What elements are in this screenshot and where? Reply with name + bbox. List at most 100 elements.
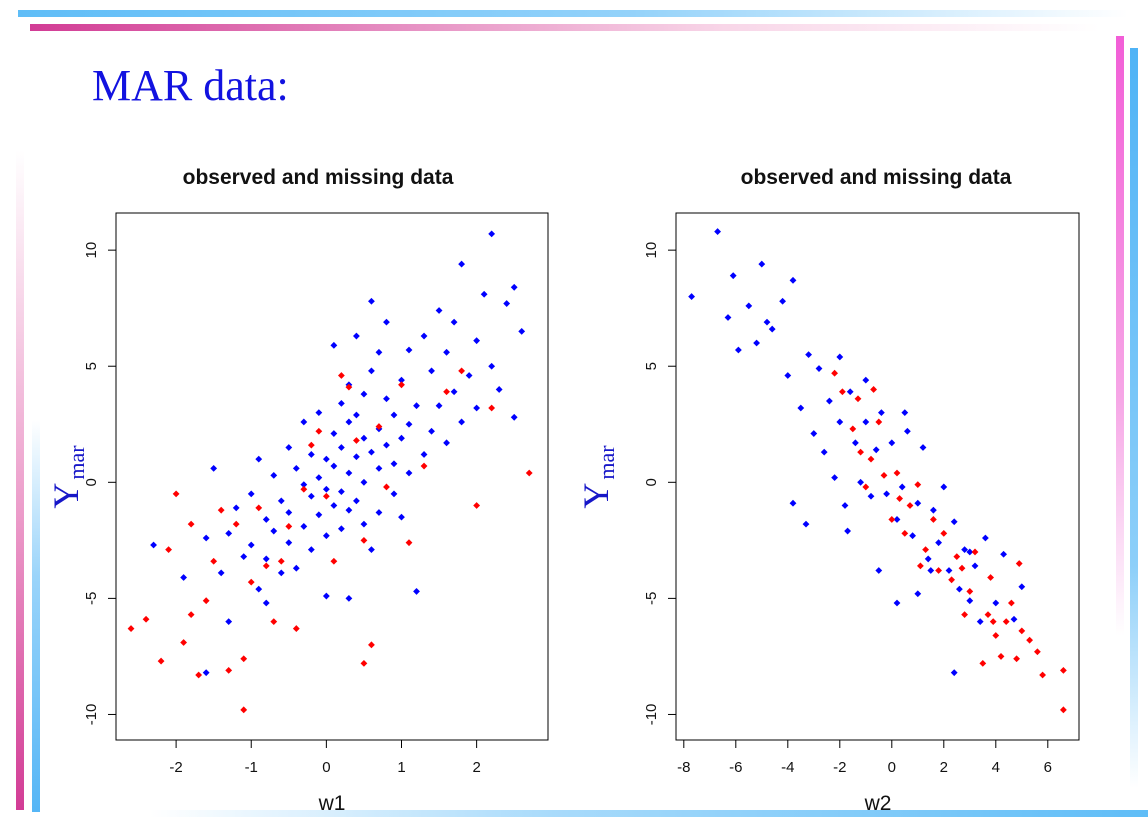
scatter-point	[345, 469, 353, 477]
scatter-point	[961, 546, 968, 554]
scatter-point	[836, 418, 844, 426]
scatter-point	[724, 314, 732, 321]
scatter-point	[940, 483, 948, 491]
scatter-point	[217, 569, 225, 577]
scatter-point	[971, 548, 979, 556]
scatter-point	[450, 388, 458, 396]
scatter-point	[836, 353, 844, 361]
scatter-point	[247, 490, 255, 498]
scatter-point	[880, 471, 888, 479]
scatter-point	[300, 481, 308, 489]
scatter-point	[982, 534, 989, 542]
scatter-point	[924, 555, 932, 563]
scatter-point	[1018, 583, 1026, 591]
scatter-point	[846, 388, 854, 396]
scatter-point	[852, 439, 859, 447]
scatter-point	[875, 418, 883, 426]
scatter-chart-w1: observed and missing data -2 -1 0 1 2-10-505…	[46, 166, 549, 815]
scatter-point	[337, 399, 345, 407]
scatter-point	[255, 455, 263, 463]
scatter-point	[262, 555, 270, 563]
scatter-point	[428, 427, 435, 435]
scatter-point	[187, 520, 195, 528]
scatter-point	[292, 625, 300, 632]
scatter-point	[458, 418, 465, 426]
scatter-point	[1060, 666, 1067, 674]
y-axis-label-subscript: mar	[594, 445, 619, 480]
y-tick-label: 5	[83, 362, 100, 370]
scatter-point	[875, 567, 883, 574]
scatter-point	[810, 430, 818, 437]
scatter-point	[262, 562, 270, 570]
scatter-point	[285, 523, 293, 530]
scatter-point	[375, 348, 383, 356]
y-tick-label: 10	[83, 242, 100, 259]
scatter-point	[867, 455, 875, 463]
scatter-point	[420, 451, 428, 458]
scatter-point	[815, 365, 823, 372]
x-tick-label: -8	[677, 759, 690, 776]
scatter-point	[435, 402, 443, 410]
y-tick-label: 0	[83, 478, 100, 486]
top-accent-bar-thin	[18, 10, 1128, 17]
scatter-point	[510, 413, 518, 421]
scatter-point	[802, 520, 810, 528]
y-tick-label: 5	[643, 362, 660, 370]
scatter-point	[232, 520, 240, 528]
scatter-point	[729, 272, 737, 280]
scatter-point	[368, 448, 375, 456]
scatter-point	[285, 509, 293, 516]
scatter-point	[735, 346, 742, 354]
scatter-point	[789, 499, 797, 507]
scatter-point	[805, 351, 812, 359]
scatter-point	[413, 402, 420, 410]
scatter-point	[1015, 560, 1023, 567]
x-tick-label: -6	[729, 759, 742, 776]
scatter-point	[360, 520, 368, 528]
scatter-point	[831, 369, 838, 377]
x-axis-label: w2	[864, 792, 892, 815]
scatter-point	[307, 546, 315, 554]
scatter-point	[435, 307, 443, 314]
scatter-point	[966, 548, 974, 556]
scatter-point	[285, 539, 293, 547]
x-tick-label: -4	[781, 759, 794, 776]
x-tick-label: 1	[397, 759, 405, 776]
scatter-point	[210, 464, 218, 472]
scatter-point	[330, 341, 338, 349]
scatter-point	[979, 659, 987, 667]
scatter-point	[927, 567, 935, 574]
scatter-point	[465, 372, 473, 379]
data-points	[127, 230, 533, 714]
scatter-point	[195, 671, 203, 679]
scatter-point	[398, 513, 405, 521]
scatter-chart-w2: observed and missing data -8 -6 -4 -2 0 2 4 6 -1…	[576, 166, 1080, 815]
scatter-point	[888, 516, 896, 523]
left-accent-bar-blue	[32, 420, 40, 812]
scatter-point	[390, 411, 398, 419]
scatter-point	[458, 260, 465, 268]
scatter-point	[935, 539, 942, 547]
scatter-point	[157, 657, 165, 665]
scatter-point	[984, 611, 992, 619]
scatter-point	[210, 557, 218, 565]
scatter-point	[353, 411, 360, 419]
scatter-point	[127, 625, 135, 632]
left-accent-bar-pink	[16, 150, 24, 810]
scatter-point	[180, 639, 188, 646]
scatter-point	[398, 434, 405, 442]
scatter-point	[322, 455, 330, 463]
x-tick-label: 0	[322, 759, 330, 776]
scatter-point	[797, 404, 805, 412]
scatter-point	[202, 534, 210, 542]
scatter-point	[989, 618, 997, 625]
scatter-point	[914, 499, 922, 507]
scatter-point	[987, 574, 994, 581]
scatter-point	[914, 481, 922, 489]
scatter-point	[240, 655, 248, 663]
y-tick-label: 0	[643, 478, 660, 486]
x-tick-label: 4	[992, 759, 1000, 776]
scatter-point	[420, 462, 428, 470]
scatter-point	[322, 485, 330, 493]
scatter-point	[480, 290, 488, 298]
